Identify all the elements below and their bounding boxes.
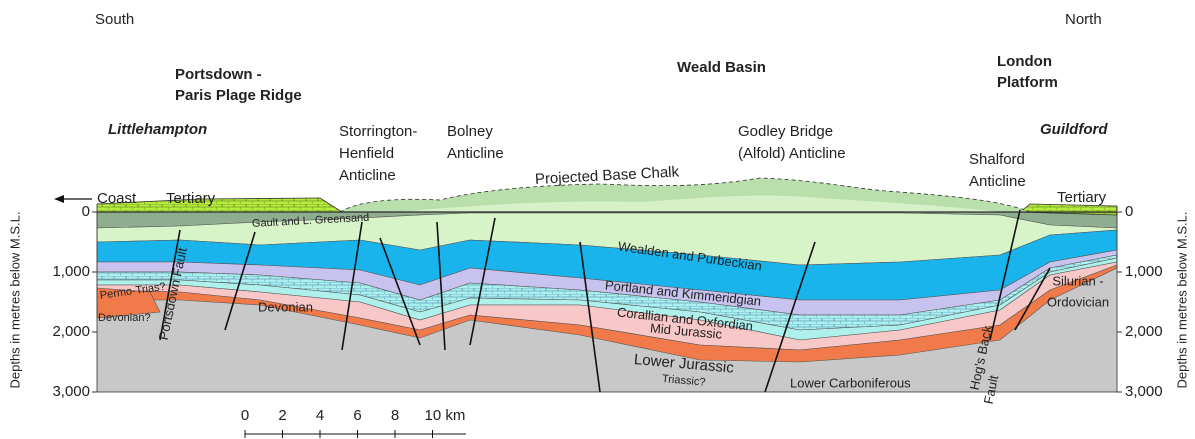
scale-label: 0	[241, 407, 249, 424]
structure: (Alfold) Anticline	[738, 145, 846, 162]
unit: Devonian?	[98, 312, 151, 324]
structure: Henfield	[339, 145, 394, 162]
scale-label: 4	[316, 407, 324, 424]
tick-label: 0	[82, 203, 90, 220]
scale-label: 8	[391, 407, 399, 424]
unit: Lower Carboniferous	[790, 375, 911, 390]
region: Paris Plage Ridge	[175, 87, 302, 104]
arrowhead	[54, 195, 64, 203]
tick-label: 3,000	[52, 383, 90, 400]
tick-label: 2,000	[1125, 323, 1163, 340]
tick-label: 3,000	[1125, 383, 1163, 400]
surface: Projected Base Chalk	[535, 163, 680, 188]
scale-label: 10 km	[425, 407, 466, 424]
surface: Tertiary	[1057, 189, 1107, 206]
strata	[54, 178, 1122, 438]
compass: South	[95, 11, 134, 28]
cross-section: South North Portsdown - Paris Plage Ridge We…	[0, 0, 1195, 439]
region: Weald Basin	[677, 59, 766, 76]
surface: Coast	[97, 190, 137, 207]
unit: Silurian -	[1052, 273, 1103, 288]
tick-label: 0	[1125, 203, 1133, 220]
region: Portsdown -	[175, 66, 262, 83]
axis-title: Depths in metres below M.S.L.	[7, 211, 22, 388]
compass: North	[1065, 11, 1102, 28]
tick-label: 2,000	[52, 323, 90, 340]
unit: Devonian	[258, 299, 313, 314]
unit: Ordovician	[1047, 294, 1109, 309]
structure: Anticline	[447, 145, 504, 162]
surface: Tertiary	[166, 190, 216, 207]
scale-label: 6	[353, 407, 361, 424]
structure: Storrington-	[339, 123, 417, 140]
structure: Shalford	[969, 151, 1025, 168]
tick-label: 1,000	[1125, 263, 1163, 280]
structure: Anticline	[969, 173, 1026, 190]
tick-label: 1,000	[52, 263, 90, 280]
scale-label: 2	[278, 407, 286, 424]
region: Platform	[997, 74, 1058, 91]
region: London	[997, 53, 1052, 70]
structure: Godley Bridge	[738, 123, 833, 140]
town: Guildford	[1040, 121, 1108, 138]
town: Littlehampton	[108, 121, 207, 138]
structure: Anticline	[339, 167, 396, 184]
axis-title: Depths in metres below M.S.L.	[1174, 211, 1189, 388]
structure: Bolney	[447, 123, 493, 140]
